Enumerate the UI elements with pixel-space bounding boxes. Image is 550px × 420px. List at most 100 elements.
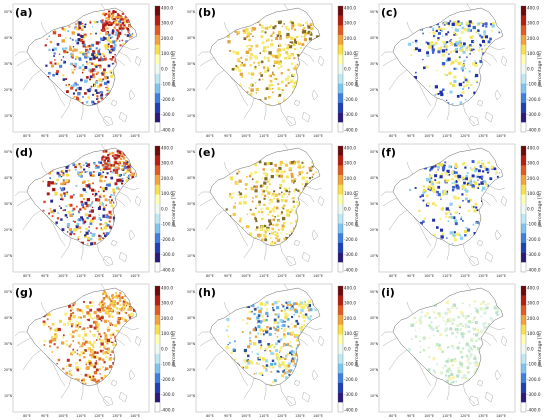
island-outline [134,195,142,207]
latitude-tick-label: 20°N [4,228,13,232]
longitude-tick-label: 90°E [407,134,415,138]
longitude-tick-label: 120°E [277,414,287,418]
country-boundary [462,383,476,405]
colorbar-segment [521,155,526,166]
longitude-tick-label: 130°E [295,274,305,278]
latitude-tick-label: 50°N [370,10,379,14]
longitude-tick-label: 110°E [442,134,452,138]
country-boundary [243,97,255,119]
longitude-tick-label: 80°E [23,274,31,278]
colorbar-tick-label: 0.0 [527,206,534,211]
longitude-tick-label: 110°E [442,274,452,278]
panel-label: (c) [381,6,398,19]
longitude-tick-label: 80°E [206,414,214,418]
colorbar-tick-label: 200.0 [344,176,356,181]
colorbar-tick-label: 300.0 [527,21,539,26]
country-boundary [426,377,438,399]
country-boundary [40,21,48,35]
island-outline [484,251,494,263]
country-boundary [462,243,476,265]
latitude-tick-label: 50°N [187,10,196,14]
colorbar-segment [338,102,343,113]
country-boundary [279,103,293,125]
colorbar-tick-label: 0.0 [344,206,351,211]
country-boundary [199,337,215,347]
island-outline [317,335,325,347]
country-boundary [263,244,267,261]
colorbar-segment [338,295,343,306]
colorbar-segment [155,305,160,316]
longitude-tick-label: 130°E [295,414,305,418]
colorbar-segment [521,392,526,403]
island-outline [102,395,114,407]
colorbar-segment [155,252,160,263]
country-boundary [388,69,408,91]
colorbar-segment [155,392,160,403]
colorbar-tick-label: -300.0 [344,112,358,117]
country-boundary [229,355,249,387]
latitude-tick-label: 40°N [370,316,379,320]
country-boundary [297,197,309,207]
country-boundary [14,51,27,57]
longitude-tick-label: 110°E [442,414,452,418]
map-panel-c: 50°N 40°N 30°N 20°N 10°N 80°E 90°E 100°E 110°E 12… [367,0,550,140]
colorbar-segment [155,344,160,355]
island-outline [311,89,319,101]
colorbar-segment [338,6,343,16]
colorbar-title: percentage [%] [537,331,543,367]
colorbar-tick-label: -200.0 [161,237,175,242]
country-boundary [305,185,323,191]
longitude-tick-label: 120°E [94,414,104,418]
country-boundary [118,191,132,203]
country-boundary [382,337,398,347]
country-boundary [263,104,267,121]
panel-label: (f) [381,146,396,159]
latitude-tick-label: 20°N [370,228,379,232]
colorbar-segment [338,73,343,84]
colorbar-segment [338,223,343,234]
colorbar-segment [155,382,160,393]
latitude-tick-label: 40°N [4,316,13,320]
latitude-tick-label: 10°N [187,114,196,118]
longitude-tick-label: 80°E [389,134,397,138]
colorbar-segment [155,353,160,364]
longitude-tick-label: 80°E [23,414,31,418]
island-outline [468,255,480,267]
island-outline [317,195,325,207]
country-boundary [16,337,32,347]
colorbar-segment [338,363,343,374]
colorbar-tick-label: 400.0 [344,145,356,150]
colorbar-segment [155,315,160,325]
colorbar-segment [521,252,526,263]
colorbar-tick-label: -100.0 [161,362,175,367]
latitude-tick-label: 50°N [187,150,196,154]
country-boundary [197,331,210,337]
latitude-tick-label: 50°N [4,150,13,154]
colorbar-tick-label: -200.0 [527,237,541,242]
colorbar-tick-label: 0.0 [161,206,168,211]
latitude-tick-label: 20°N [4,368,13,372]
island-outline [285,395,297,407]
country-boundary [283,143,289,151]
country-boundary [229,75,249,107]
longitude-tick-label: 140°E [496,134,506,138]
colorbar-tick-label: 400.0 [344,5,356,10]
country-boundary [80,384,84,401]
latitude-tick-label: 20°N [370,368,379,372]
longitude-tick-label: 100°E [58,274,68,278]
colorbar-segment [155,262,160,273]
island-outline [500,195,508,207]
island-outline [118,251,128,263]
latitude-tick-label: 30°N [370,62,379,66]
longitude-tick-label: 120°E [94,274,104,278]
colorbar-tick-label: 100.0 [344,51,356,56]
country-boundary [122,325,140,331]
colorbar-tick-label: -300.0 [344,392,358,397]
country-boundary [22,69,42,91]
colorbar-segment [155,242,160,253]
island-outline [102,115,114,127]
colorbar-tick-label: 400.0 [161,145,173,150]
china-outline [26,287,138,387]
island-outline [128,89,136,101]
country-boundary [283,283,289,291]
